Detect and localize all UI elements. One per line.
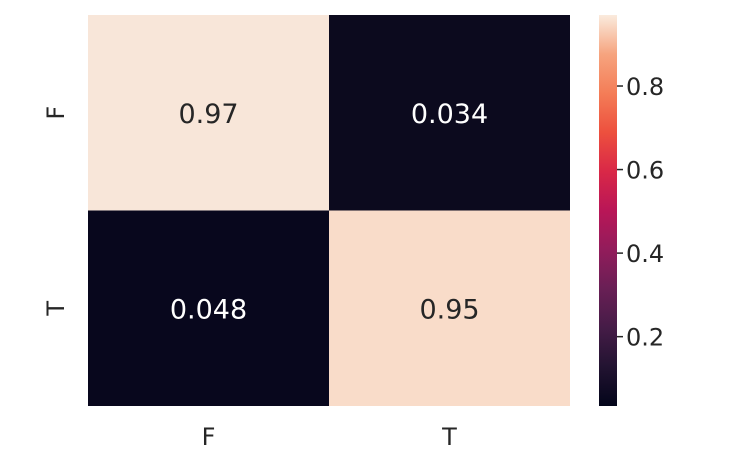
colorbar-tick-label: 0.2 (626, 324, 664, 352)
heatmap-cell (329, 210, 570, 406)
heatmap-cell-labels: 0.97 0.034 0.048 0.95 (170, 99, 488, 326)
cell-value-label: 0.95 (419, 294, 479, 325)
colorbar-tick-label: 0.8 (626, 73, 664, 101)
colorbar: 0.2 0.4 0.6 0.8 (599, 15, 664, 406)
x-tick-label: T (441, 423, 457, 451)
heatmap-cells (88, 15, 570, 406)
colorbar-tick-label: 0.6 (626, 157, 664, 185)
colorbar-tick-label: 0.4 (626, 240, 664, 268)
y-tick-label: F (42, 106, 70, 120)
heatmap-cell (88, 210, 329, 406)
y-tick-label: T (42, 301, 70, 317)
colorbar-gradient (599, 15, 617, 406)
y-axis: FT (42, 106, 70, 317)
heatmap-cell (329, 15, 570, 211)
cell-value-label: 0.034 (411, 99, 488, 130)
x-tick-label: F (202, 423, 216, 451)
cell-value-label: 0.97 (178, 99, 238, 130)
cell-value-label: 0.048 (170, 294, 247, 325)
heatmap-cell (88, 15, 329, 211)
